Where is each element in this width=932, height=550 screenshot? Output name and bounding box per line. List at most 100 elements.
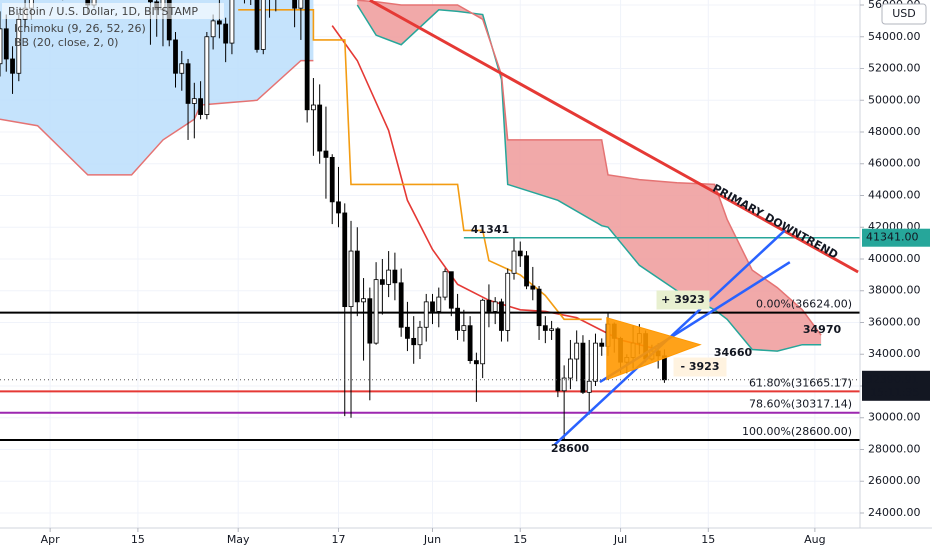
chart-title: Bitcoin / U.S. Dollar, 1D, BITSTAMP	[8, 5, 198, 18]
y-tick-label: 26000.00	[868, 474, 921, 487]
candle-body	[423, 301, 429, 328]
candle-body	[530, 285, 536, 290]
candle-body	[348, 250, 354, 308]
candle-body	[492, 301, 498, 312]
candle-body	[448, 271, 454, 309]
currency-label[interactable]: USD	[892, 7, 916, 20]
candle-body	[555, 328, 561, 392]
x-tick-label: Aug	[804, 533, 825, 546]
candle-body	[354, 250, 360, 303]
candle-body	[361, 298, 366, 303]
candle-body	[405, 326, 410, 339]
annotation: - 3923	[680, 360, 719, 373]
x-tick-label: May	[227, 533, 250, 546]
candle-body	[229, 0, 235, 44]
candle-body	[379, 279, 385, 285]
countdown-label: 15:11:35	[870, 386, 919, 399]
cloud-span-b	[0, 59, 314, 176]
candle-body	[260, 0, 266, 50]
candle-body	[436, 296, 442, 312]
legend: Bitcoin / U.S. Dollar, 1D, BITSTAMP Ichi…	[2, 3, 224, 49]
candle-body	[662, 355, 667, 381]
candle-body	[542, 325, 548, 331]
candle-body	[329, 156, 335, 203]
cloud	[0, 0, 314, 175]
candle-body	[323, 150, 329, 158]
candle-body	[574, 342, 580, 360]
y-tick-label: 36000.00	[868, 315, 921, 328]
triangle-pattern	[606, 317, 702, 381]
candle-body	[517, 250, 523, 257]
candle-body	[179, 63, 185, 74]
y-tick-label: 28000.00	[868, 442, 921, 455]
annotation-bg	[673, 357, 727, 377]
indicator-label: BB (20, close, 2, 0)	[14, 36, 118, 49]
y-tick-label: 48000.00	[868, 125, 921, 138]
candle-body	[593, 342, 598, 382]
x-tick-label: 15	[131, 533, 145, 546]
candle-body	[16, 18, 22, 74]
candle-body	[10, 58, 15, 74]
currency-button[interactable]: USD	[881, 3, 927, 25]
y-tick-label: 52000.00	[868, 62, 921, 75]
price-box-label: 41341.00	[866, 231, 919, 244]
candle-body	[411, 337, 417, 346]
candle-body	[536, 288, 542, 327]
candle-body	[185, 63, 191, 104]
candle-body	[367, 298, 373, 344]
x-tick-label: Apr	[41, 533, 61, 546]
indicator-line	[238, 9, 602, 321]
price-box	[862, 370, 930, 401]
candle-body	[430, 301, 435, 312]
candle-body	[317, 104, 323, 152]
y-tick-label: 54000.00	[868, 30, 921, 43]
annotation: 34660	[714, 346, 753, 359]
y-tick-label: 38000.00	[868, 284, 921, 297]
candle-body	[486, 299, 492, 312]
candle-body	[442, 271, 448, 298]
level-label: 61.80%(31665.17)	[749, 376, 852, 389]
candle-body	[198, 98, 203, 115]
candle-body	[480, 299, 486, 365]
candle-body	[417, 326, 423, 346]
cloud-span-a	[356, 4, 822, 352]
level-label: 78.60%(30317.14)	[749, 398, 852, 411]
trendline	[369, 0, 859, 274]
candle-body	[499, 301, 504, 331]
x-tick-label: 15	[513, 533, 527, 546]
annotation: 34970	[803, 323, 842, 336]
candle-body	[599, 342, 605, 347]
candle-body	[461, 325, 467, 331]
annotation: + 3923	[661, 293, 705, 306]
annotation-bg	[656, 290, 710, 310]
candle-body	[473, 360, 479, 365]
level-label: 0.00%(36624.00)	[756, 298, 852, 311]
y-tick-label: 40000.00	[868, 252, 921, 265]
x-tick-label: Jun	[423, 533, 441, 546]
x-tick-label: 17	[331, 533, 345, 546]
candle-body	[336, 201, 341, 214]
candle-body	[3, 28, 9, 60]
candle-body	[455, 307, 460, 331]
y-tick-label: 34000.00	[868, 347, 921, 360]
candle-body	[311, 104, 316, 111]
candle-body	[210, 20, 216, 38]
annotation: 41341	[471, 223, 509, 236]
candle-body	[173, 39, 178, 74]
currency-button-bg[interactable]	[881, 3, 927, 25]
candle-body	[386, 269, 392, 285]
candle-body	[292, 0, 298, 9]
candle-body	[216, 20, 222, 25]
cloud	[357, 0, 822, 352]
level-label: 100.00%(28600.00)	[742, 425, 852, 438]
candle-body	[549, 328, 555, 331]
candle-body	[398, 282, 404, 328]
price-box	[862, 228, 930, 247]
x-tick-label: 15	[701, 533, 715, 546]
price-box-label: 32390.91	[866, 373, 919, 386]
candle-body	[467, 325, 473, 361]
cloud-span-b	[357, 0, 822, 336]
candle-body	[254, 0, 260, 50]
